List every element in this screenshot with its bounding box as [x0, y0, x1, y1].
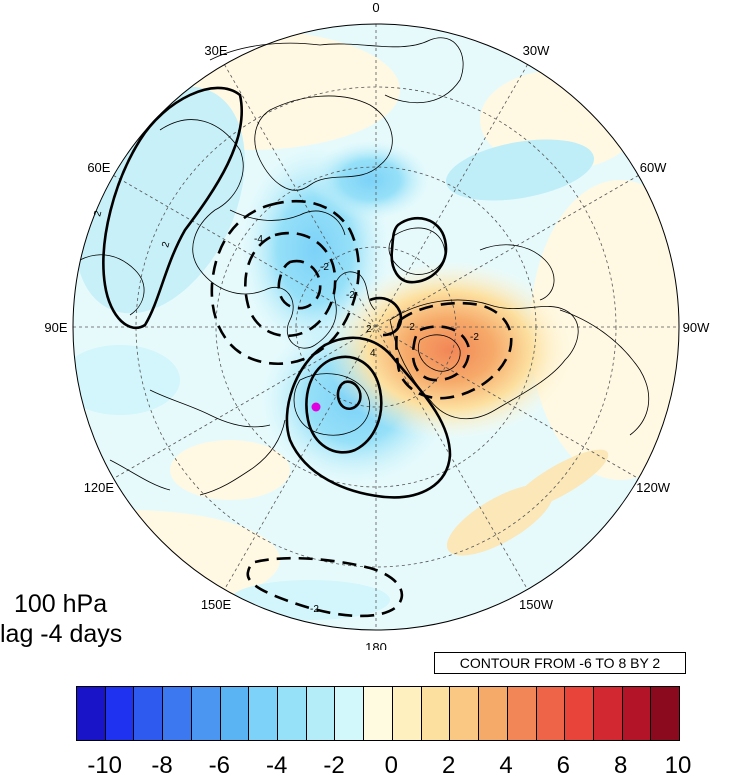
longitude-label: 90E	[44, 320, 67, 335]
colorbar-swatch	[335, 687, 365, 740]
colorbar-swatch	[249, 687, 279, 740]
longitude-label: 60E	[87, 160, 110, 175]
colorbar-swatch	[392, 687, 422, 740]
colorbar-tick-label: -10	[87, 752, 122, 779]
colorbar-swatch	[77, 687, 106, 740]
colorbar-swatch	[191, 687, 221, 740]
longitude-label: 30E	[204, 43, 227, 58]
colorbar-swatch	[134, 687, 164, 740]
colorbar	[76, 686, 680, 741]
pressure-level-label: 100 hPa	[14, 590, 108, 618]
contour-lines	[102, 86, 513, 618]
contour-label: 4	[370, 348, 376, 359]
contour-negative-america-inner	[411, 325, 471, 382]
contour-label: 2	[92, 209, 104, 218]
shaded-field	[73, 24, 679, 630]
colorbar-swatch	[306, 687, 336, 740]
colorbar-tick-label: 8	[613, 752, 628, 779]
colorbar-swatch	[105, 687, 135, 740]
contour-positive-pacific-outer	[285, 336, 452, 499]
contour-positive-pacific-mid	[305, 355, 383, 454]
colorbar-swatch	[536, 687, 566, 740]
colorbar-tick-label: 6	[556, 752, 571, 779]
longitude-label: 90W	[683, 320, 710, 335]
longitude-label: 30W	[523, 43, 550, 58]
colorbar-swatch	[364, 687, 393, 740]
contour-label: -2	[320, 262, 329, 273]
contour-positive-atlantic-edge	[369, 296, 403, 337]
colorbar-swatch	[565, 687, 594, 740]
contour-label: -2	[310, 604, 319, 615]
contour-negative-america-outer	[395, 301, 513, 400]
colorbar-swatch	[651, 687, 680, 740]
contour-label: 2	[160, 240, 172, 249]
contour-value-labels: 2 2 -4 -2 -2 4 2 -2 -2 -2	[92, 209, 479, 615]
colorbar-tick-label: -2	[323, 752, 345, 779]
colorbar-swatch	[593, 687, 623, 740]
contour-label: -2	[346, 290, 355, 301]
coastlines	[79, 37, 649, 496]
longitude-label: 180	[365, 640, 387, 650]
graticule	[73, 24, 679, 630]
colorbar-tick-label: -8	[151, 752, 173, 779]
longitude-labels: 0 30W 60W 90W 120W 150W 180 150E 120E 90E 60E 30E	[44, 0, 710, 650]
colorbar-swatch	[622, 687, 652, 740]
contour-label: -2	[406, 322, 415, 333]
contour-positive-pacific-inner	[336, 380, 362, 410]
contour-label: -4	[254, 234, 263, 245]
contour-positive-arctic	[390, 216, 448, 284]
colorbar-tick-label: 0	[384, 752, 399, 779]
contour-label: 2	[366, 324, 372, 335]
contour-info-box: CONTOUR FROM -6 TO 8 BY 2	[434, 652, 686, 674]
location-marker	[311, 402, 321, 412]
contour-positive-west	[102, 86, 243, 330]
colorbar-tick-label: 2	[441, 752, 456, 779]
colorbar-swatch	[479, 687, 508, 740]
colorbar-swatch	[507, 687, 537, 740]
contour-negative-south	[246, 556, 404, 618]
longitude-label: 120E	[84, 480, 115, 495]
colorbar-swatch	[220, 687, 250, 740]
longitude-label: 60W	[640, 160, 667, 175]
colorbar-swatch	[163, 687, 192, 740]
contour-negative-siberia-inner	[277, 259, 322, 310]
polar-map: 2 2 -4 -2 -2 4 2 -2 -2 -2 0 30W 60W 90W 120W…	[44, 0, 710, 650]
contour-negative-siberia-mid	[244, 231, 337, 337]
colorbar-labels: -10 -8 -6 -4 -2 0 2 4 6 8 10	[0, 752, 733, 782]
lag-label: lag -4 days	[0, 620, 123, 648]
longitude-label: 150W	[519, 597, 554, 612]
colorbar-swatch	[450, 687, 480, 740]
colorbar-swatch	[421, 687, 451, 740]
longitude-label: 120W	[636, 480, 671, 495]
contour-negative-siberia-outer	[210, 199, 360, 366]
contour-label: -2	[470, 332, 479, 343]
colorbar-tick-label: -6	[208, 752, 230, 779]
longitude-label: 150E	[201, 597, 232, 612]
colorbar-tick-label: -4	[265, 752, 288, 779]
colorbar-tick-label: 10	[664, 752, 692, 779]
longitude-label: 0	[372, 0, 379, 15]
colorbar-tick-label: 4	[499, 752, 513, 779]
map-boundary	[72, 23, 680, 631]
colorbar-swatch	[278, 687, 307, 740]
